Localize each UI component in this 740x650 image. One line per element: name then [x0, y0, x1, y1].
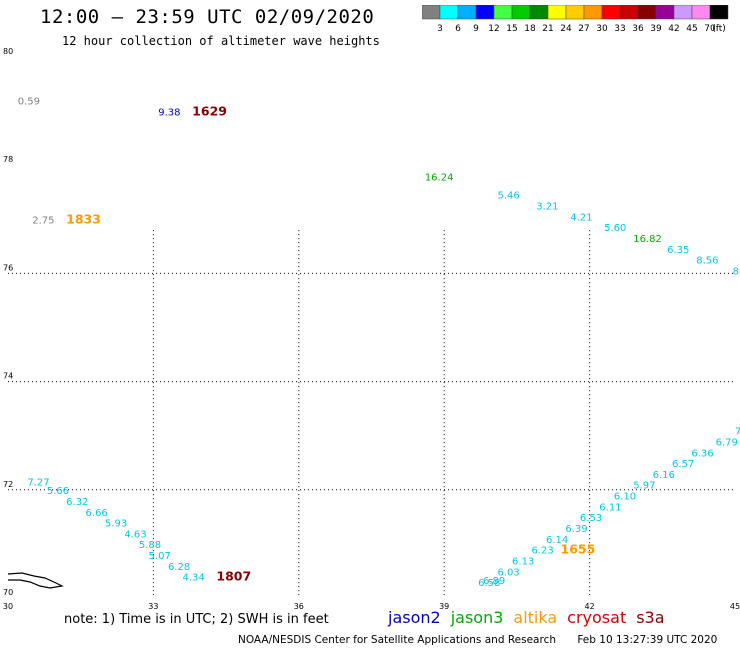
colorbar-label: 3	[437, 24, 443, 34]
wave-height-label: 5.93	[105, 519, 127, 530]
colorbar-label: (ft)	[712, 24, 726, 34]
colorbar-label: 12	[488, 24, 499, 34]
legend-s3a: s3a	[636, 608, 665, 627]
wave-height-label: 7	[735, 427, 740, 438]
wave-height-label: 16.24	[425, 172, 454, 183]
colorbar-label: 6	[455, 24, 461, 34]
latitude-tick-label: 74	[3, 372, 13, 381]
wave-height-label: 6.23	[531, 546, 553, 557]
wave-height-label: 2.75	[32, 216, 54, 227]
wave-height-label: 6.14	[546, 535, 568, 546]
footer-timestamp: Feb 10 13:27:39 UTC 2020	[577, 634, 718, 646]
wave-height-label: 6.28	[168, 562, 190, 573]
colorbar-label: 39	[650, 24, 662, 34]
pass-time-label: 1833	[66, 212, 101, 227]
pass-time-label: 1629	[192, 103, 227, 118]
colorbar-label: 70	[704, 24, 716, 34]
longitude-tick-label: 36	[294, 602, 304, 611]
wave-height-label: 6.16	[653, 470, 675, 481]
wave-height-colorbar: 3 6 9 12 15 18 21 24 27 30 33 36 39 42 45 70(ft)	[422, 5, 729, 34]
wave-height-label: 6.57	[672, 459, 694, 470]
map-title: 12:00 – 23:59 UTC 02/09/2020	[40, 6, 375, 28]
wave-height-label: 7.27	[27, 477, 49, 488]
colorbar-label: 42	[668, 24, 679, 34]
legend-jason3: jason3	[450, 608, 504, 627]
colorbar-label: 30	[596, 24, 608, 34]
wave-height-label: 4.21	[570, 212, 592, 223]
wave-height-label: 6.13	[512, 556, 534, 567]
footer-credit: NOAA/NESDIS Center for Satellite Applica…	[238, 634, 556, 646]
wave-height-label: 4.63	[124, 529, 146, 540]
wave-height-label: 6.66	[86, 508, 108, 519]
wave-height-label: 6.32	[66, 497, 88, 508]
wave-height-label: 5.60	[604, 223, 626, 234]
colorbar-label: 24	[560, 24, 572, 34]
wave-height-label: 6.53	[580, 513, 602, 524]
latitude-tick-label: 80	[3, 47, 13, 56]
wave-height-label: 6.03	[498, 567, 520, 578]
map-subtitle: 12 hour collection of altimeter wave hei…	[62, 34, 380, 48]
wave-height-label: 6.36	[691, 448, 713, 459]
wave-height-label: 5.46	[498, 191, 520, 202]
footer: NOAA/NESDIS Center for Satellite Applica…	[238, 634, 717, 646]
colorbar-label: 9	[473, 24, 479, 34]
wave-height-label: 6.39	[565, 524, 587, 535]
longitude-tick-label: 42	[585, 602, 595, 611]
wave-height-label: 6.10	[614, 492, 636, 503]
wave-height-label: 5.97	[633, 481, 655, 492]
wave-height-label: 6.89	[483, 576, 505, 587]
colorbar-label: 27	[578, 24, 589, 34]
wave-height-label: 5.88	[139, 540, 161, 551]
wave-height-label: 8.56	[696, 256, 718, 267]
longitude-tick-label: 45	[730, 602, 740, 611]
legend-cryosat: cryosat	[567, 608, 627, 627]
satellite-legend: jason2 jason3 altika cryosat s3a	[388, 608, 675, 627]
colorbar-label: 18	[524, 24, 536, 34]
longitude-tick-label: 39	[439, 602, 449, 611]
wave-height-label: 5.07	[149, 551, 171, 562]
legend-altika: altika	[513, 608, 558, 627]
colorbar-label: 36	[632, 24, 644, 34]
wave-height-label: 6.11	[599, 502, 621, 513]
wave-height-label: 8.	[733, 266, 740, 277]
latitude-tick-label: 76	[3, 263, 13, 272]
colorbar-label: 33	[614, 24, 625, 34]
pass-time-label: 1655	[561, 542, 596, 557]
colorbar-label: 45	[686, 24, 697, 34]
wave-height-label: 6.79	[716, 437, 738, 448]
wave-height-label: 0.59	[18, 97, 40, 108]
wave-height-label: 9.38	[158, 107, 180, 118]
colorbar-swatch	[709, 5, 729, 20]
legend-jason2: jason2	[388, 608, 441, 627]
wave-height-label: 16.82	[633, 234, 662, 245]
coastline	[7, 572, 64, 589]
latitude-tick-label: 72	[3, 480, 13, 489]
wave-height-label: 3.21	[536, 202, 558, 213]
units-note: note: 1) Time is in UTC; 2) SWH is in fe…	[64, 612, 329, 627]
longitude-tick-label: 33	[148, 602, 158, 611]
colorbar-label: 21	[542, 24, 553, 34]
wave-height-label: 5.66	[47, 486, 69, 497]
latitude-tick-label: 70	[3, 588, 13, 597]
wave-height-label: 6.35	[667, 245, 689, 256]
pass-time-label: 1807	[216, 569, 251, 584]
wave-height-label: 6.58	[478, 578, 500, 589]
latitude-tick-label: 78	[3, 155, 13, 164]
longitude-tick-label: 30	[3, 602, 13, 611]
wave-height-label: 4.34	[182, 573, 204, 584]
colorbar-label: 15	[506, 24, 517, 34]
